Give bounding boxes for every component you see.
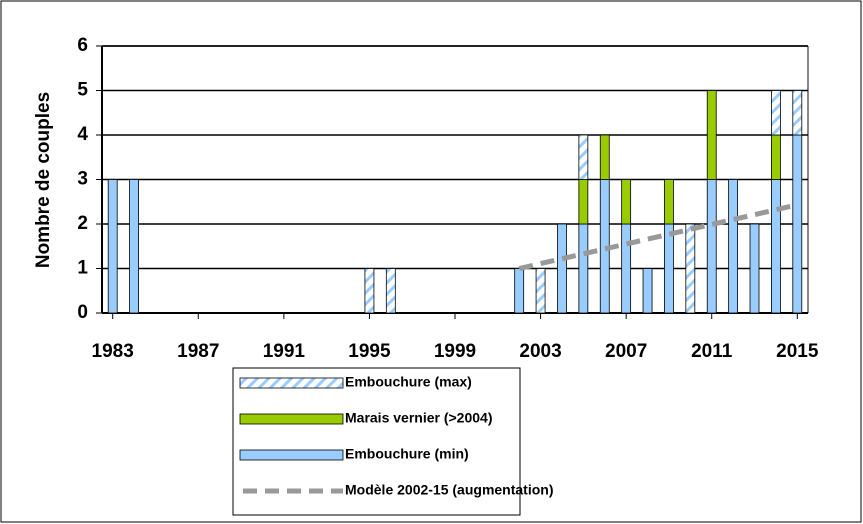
bar [557,223,567,314]
x-tick-label: 2007 [605,341,647,362]
bar [578,223,589,314]
legend-swatch [239,377,344,389]
y-axis-label: Nombre de couples [33,92,54,268]
bar [664,179,674,225]
bar [535,268,546,314]
bar [771,90,781,136]
x-tick-label: 2011 [691,341,733,362]
legend-label: Embouchure (max) [345,374,472,390]
bar [706,179,717,314]
x-tick-label: 1983 [92,341,134,362]
bar [385,268,396,314]
y-tick-label: 6 [77,35,88,56]
bar [771,179,781,314]
legend [232,367,521,516]
x-tick-label: 1995 [348,341,391,362]
bar [685,223,696,314]
y-tick-label: 4 [77,124,88,145]
legend-label: Modèle 2002-15 (augmentation) [345,482,554,498]
bar [749,223,760,314]
trend-line [518,202,798,271]
y-tick-label: 3 [77,169,88,190]
bar [792,90,803,136]
x-tick-label: 1987 [177,341,219,362]
x-tick-label: 2003 [519,341,561,362]
bar [107,179,118,314]
bar [621,223,632,314]
bar [771,134,781,180]
legend-label: Marais vernier (>2004) [345,410,492,426]
legend-swatch [239,413,344,425]
x-tick-label: 1991 [263,341,306,362]
bar [706,90,717,180]
bar [728,179,739,314]
bar [578,134,589,180]
x-tick-label: 2015 [776,341,819,362]
y-tick-label: 0 [77,302,88,323]
bar [664,223,674,314]
bar [621,179,632,225]
bar [514,268,525,314]
legend-label: Embouchure (min) [345,446,469,462]
y-tick-label: 2 [77,213,88,234]
legend-swatch [239,449,344,461]
y-tick-label: 5 [77,80,88,101]
bar [578,179,589,225]
bar [792,134,803,314]
bar [642,268,653,314]
bar [599,134,610,180]
y-tick-label: 1 [77,258,88,279]
bar [129,179,139,314]
bar [364,268,375,314]
x-tick-label: 1999 [434,341,476,362]
